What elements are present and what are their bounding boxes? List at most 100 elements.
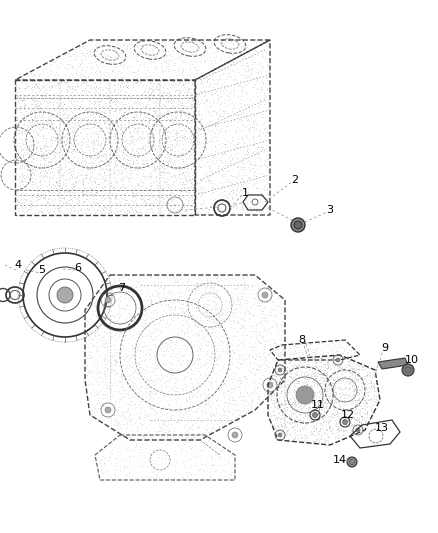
Point xyxy=(210,315,217,324)
Point xyxy=(190,146,197,155)
Point xyxy=(200,423,207,432)
Point xyxy=(346,358,353,366)
Point xyxy=(104,421,111,429)
Point xyxy=(245,72,252,81)
Point xyxy=(248,113,255,122)
Point xyxy=(245,61,252,69)
Point xyxy=(232,78,239,87)
Point xyxy=(114,122,121,130)
Point xyxy=(59,106,66,115)
Point xyxy=(90,87,97,95)
Point xyxy=(24,180,31,189)
Point xyxy=(152,324,159,332)
Point xyxy=(149,192,156,201)
Point xyxy=(98,362,105,370)
Point xyxy=(284,375,291,384)
Point xyxy=(346,384,353,393)
Point xyxy=(191,449,198,458)
Point xyxy=(247,68,254,76)
Point xyxy=(215,367,223,375)
Point xyxy=(133,337,140,345)
Point xyxy=(120,41,127,50)
Point xyxy=(15,126,22,134)
Point xyxy=(190,272,197,281)
Point xyxy=(265,391,272,399)
Point xyxy=(207,427,214,436)
Point xyxy=(267,310,274,319)
Point xyxy=(98,187,105,196)
Point xyxy=(145,192,152,200)
Point xyxy=(134,374,141,383)
Point xyxy=(204,163,211,171)
Point xyxy=(162,318,170,327)
Point xyxy=(189,96,196,104)
Point xyxy=(300,436,307,445)
Point xyxy=(339,405,346,414)
Point xyxy=(265,150,272,158)
Point xyxy=(256,327,263,336)
Point xyxy=(255,58,262,66)
Point xyxy=(173,152,180,160)
Point xyxy=(199,360,206,368)
Point xyxy=(41,156,48,165)
Point xyxy=(120,95,127,103)
Point xyxy=(228,358,235,366)
Point xyxy=(52,76,59,85)
Point xyxy=(188,379,195,387)
Point xyxy=(90,139,97,147)
Point xyxy=(273,415,280,424)
Point xyxy=(90,79,97,87)
Point xyxy=(247,95,254,104)
Point xyxy=(179,155,186,163)
Point xyxy=(70,153,77,161)
Point xyxy=(318,399,325,408)
Point xyxy=(159,133,166,141)
Point xyxy=(216,316,223,324)
Point xyxy=(140,36,147,45)
Point xyxy=(152,122,159,130)
Point xyxy=(248,83,255,91)
Point xyxy=(184,332,191,340)
Point xyxy=(311,438,318,446)
Point xyxy=(225,47,232,56)
Point xyxy=(83,325,90,334)
Point xyxy=(86,168,93,176)
Point xyxy=(166,305,173,314)
Point xyxy=(148,367,155,376)
Point xyxy=(146,272,153,281)
Point xyxy=(240,403,247,412)
Point xyxy=(132,135,139,143)
Point xyxy=(148,155,155,164)
Point xyxy=(187,200,194,209)
Point xyxy=(217,281,224,289)
Point xyxy=(145,391,152,399)
Point xyxy=(279,294,286,303)
Point xyxy=(210,297,217,305)
Point xyxy=(343,391,350,399)
Point xyxy=(264,211,271,219)
Point xyxy=(275,391,282,400)
Point xyxy=(263,84,270,92)
Point xyxy=(227,142,234,150)
Point xyxy=(93,109,100,117)
Point xyxy=(21,101,28,110)
Point xyxy=(174,350,181,359)
Point xyxy=(159,131,166,139)
Point xyxy=(64,83,71,91)
Point xyxy=(347,419,354,427)
Point xyxy=(101,356,108,364)
Point xyxy=(104,342,111,350)
Point xyxy=(188,37,195,45)
Point xyxy=(117,293,124,301)
Point xyxy=(260,159,267,168)
Point xyxy=(134,152,141,161)
Point xyxy=(52,58,59,66)
Point xyxy=(180,206,187,215)
Point xyxy=(56,191,63,199)
Point xyxy=(67,88,74,97)
Point xyxy=(162,102,169,110)
Point xyxy=(127,168,134,176)
Point xyxy=(301,393,308,401)
Point xyxy=(60,109,67,118)
Point xyxy=(336,383,343,392)
